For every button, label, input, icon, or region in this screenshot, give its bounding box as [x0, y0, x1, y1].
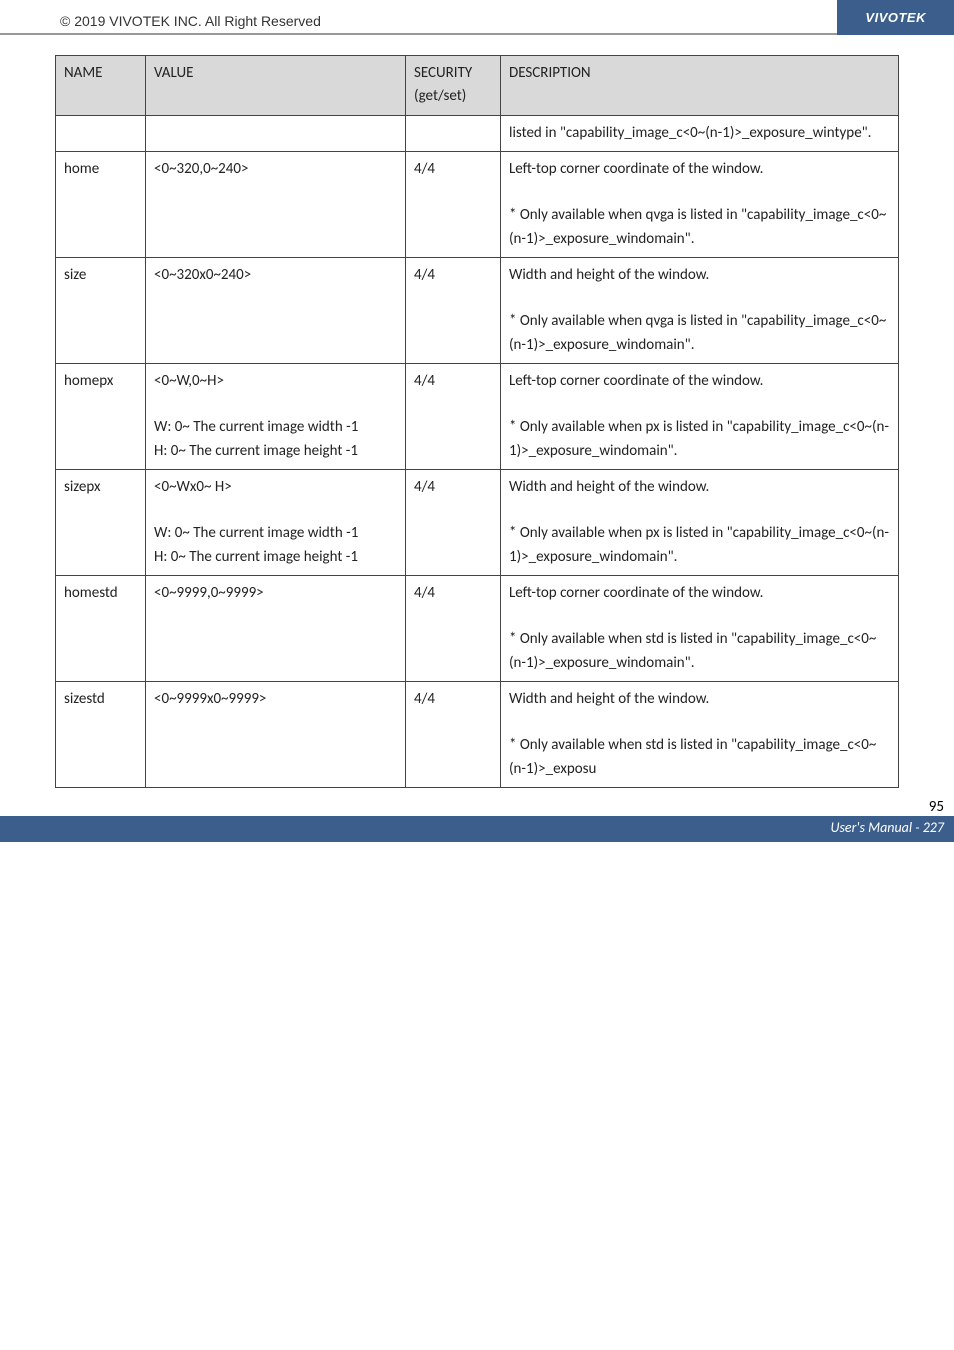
cell-value: <0~320,0~240>	[146, 151, 406, 257]
cell-description: Left-top corner coordinate of the window…	[501, 575, 899, 681]
col-security: SECURITY (get/set)	[406, 56, 501, 116]
cell-security: 4/4	[406, 469, 501, 575]
cell-value: <0~320x0~240>	[146, 257, 406, 363]
cell-name: sizestd	[56, 681, 146, 787]
cell-name: homestd	[56, 575, 146, 681]
cell-security: 4/4	[406, 257, 501, 363]
table-body: listed in "capability_image_c<0~(n-1)>_e…	[56, 115, 899, 787]
manual-page: User's Manual - 227	[0, 816, 954, 842]
cell-value: <0~Wx0~ H>W: 0~ The current image width …	[146, 469, 406, 575]
cell-name	[56, 115, 146, 151]
cell-security: 4/4	[406, 151, 501, 257]
table-row: size <0~320x0~240> 4/4 Width and height …	[56, 257, 899, 363]
table-row: homepx <0~W,0~H>W: 0~ The current image …	[56, 363, 899, 469]
table-header-row: NAME VALUE SECURITY (get/set) DESCRIPTIO…	[56, 56, 899, 116]
cell-security	[406, 115, 501, 151]
cell-description: Width and height of the window.* Only av…	[501, 469, 899, 575]
parameter-table: NAME VALUE SECURITY (get/set) DESCRIPTIO…	[55, 55, 899, 788]
table-row: sizepx <0~Wx0~ H>W: 0~ The current image…	[56, 469, 899, 575]
cell-name: sizepx	[56, 469, 146, 575]
copyright-text: © 2019 VIVOTEK INC. All Right Reserved	[0, 5, 837, 35]
table-row: home <0~320,0~240> 4/4 Left-top corner c…	[56, 151, 899, 257]
cell-value: <0~9999,0~9999>	[146, 575, 406, 681]
cell-value: <0~9999x0~9999>	[146, 681, 406, 787]
cell-name: home	[56, 151, 146, 257]
table-row: sizestd <0~9999x0~9999> 4/4 Width and he…	[56, 681, 899, 787]
main-content: NAME VALUE SECURITY (get/set) DESCRIPTIO…	[0, 43, 954, 788]
cell-value	[146, 115, 406, 151]
table-row: homestd <0~9999,0~9999> 4/4 Left-top cor…	[56, 575, 899, 681]
table-row: listed in "capability_image_c<0~(n-1)>_e…	[56, 115, 899, 151]
page-number: 95	[929, 798, 944, 816]
cell-security: 4/4	[406, 681, 501, 787]
cell-name: size	[56, 257, 146, 363]
page-header: © 2019 VIVOTEK INC. All Right Reserved V…	[0, 0, 954, 35]
cell-description: listed in "capability_image_c<0~(n-1)>_e…	[501, 115, 899, 151]
col-description: DESCRIPTION	[501, 56, 899, 116]
brand-badge: VIVOTEK	[837, 0, 954, 35]
cell-description: Left-top corner coordinate of the window…	[501, 151, 899, 257]
cell-description: Left-top corner coordinate of the window…	[501, 363, 899, 469]
col-value: VALUE	[146, 56, 406, 116]
col-name: NAME	[56, 56, 146, 116]
cell-security: 4/4	[406, 363, 501, 469]
page-footer: 95 User's Manual - 227	[0, 816, 954, 842]
cell-description: Width and height of the window.* Only av…	[501, 257, 899, 363]
cell-value: <0~W,0~H>W: 0~ The current image width -…	[146, 363, 406, 469]
cell-security: 4/4	[406, 575, 501, 681]
cell-description: Width and height of the window.* Only av…	[501, 681, 899, 787]
cell-name: homepx	[56, 363, 146, 469]
